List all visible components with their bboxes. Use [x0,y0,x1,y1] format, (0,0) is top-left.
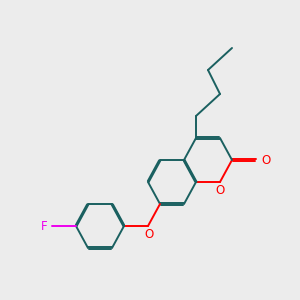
Text: O: O [261,154,270,166]
Text: O: O [144,228,154,241]
Text: O: O [215,184,225,197]
Text: F: F [40,220,47,232]
